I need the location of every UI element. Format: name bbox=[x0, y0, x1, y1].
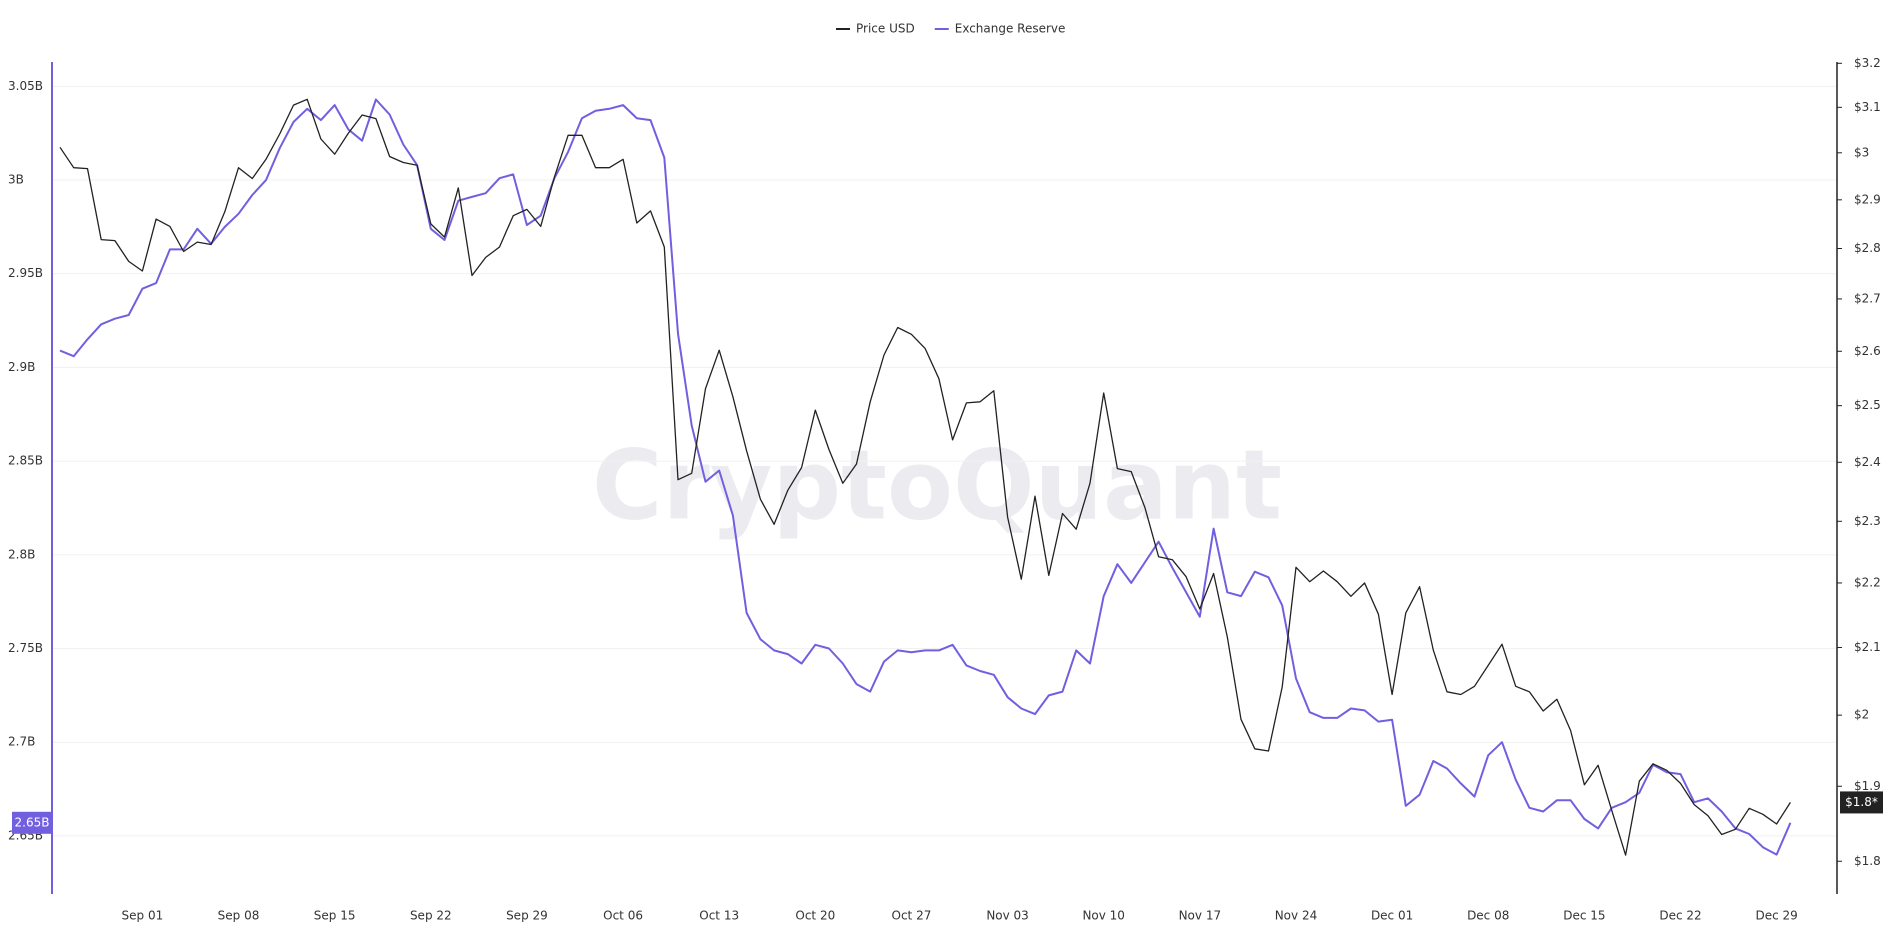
last-value-badge bbox=[12, 811, 52, 834]
y2-tick-label: $2 bbox=[1854, 708, 1869, 722]
y-tick-label: 2.85B bbox=[8, 454, 43, 468]
y2-tick-label: $3.1 bbox=[1854, 100, 1881, 114]
last-value-badge bbox=[1840, 791, 1883, 814]
x-tick-label: Oct 06 bbox=[603, 909, 643, 923]
x-tick-label: Nov 10 bbox=[1082, 909, 1125, 923]
y2-tick-label: $3 bbox=[1854, 145, 1869, 159]
y2-tick-label: $2.7 bbox=[1854, 291, 1881, 305]
x-tick-label: Oct 27 bbox=[892, 909, 932, 923]
y2-tick-label: $2.8 bbox=[1854, 241, 1881, 255]
series-line bbox=[59, 98, 1791, 856]
x-tick-label: Dec 22 bbox=[1659, 909, 1701, 923]
x-tick-label: Dec 08 bbox=[1467, 909, 1509, 923]
last-value-label: 2.65B bbox=[15, 815, 50, 829]
y-tick-label: 2.7B bbox=[8, 735, 35, 749]
y-tick-label: 3.05B bbox=[8, 79, 43, 93]
x-tick-label: Sep 15 bbox=[314, 909, 356, 923]
y2-tick-label: $2.2 bbox=[1854, 575, 1881, 589]
y2-tick-label: $1.9 bbox=[1854, 779, 1881, 793]
x-tick-label: Dec 01 bbox=[1371, 909, 1413, 923]
y2-tick-label: $2.6 bbox=[1854, 344, 1881, 358]
x-tick-label: Dec 15 bbox=[1563, 909, 1605, 923]
x-tick-label: Sep 22 bbox=[410, 909, 452, 923]
y2-tick-label: $2.5 bbox=[1854, 398, 1881, 412]
y-tick-label: 3B bbox=[8, 173, 24, 187]
y2-tick-label: $2.9 bbox=[1854, 192, 1881, 206]
y-tick-label: 2.9B bbox=[8, 360, 35, 374]
y-tick-label: 2.95B bbox=[8, 266, 43, 280]
legend-label: Price USD bbox=[856, 22, 915, 36]
y-tick-label: 2.75B bbox=[8, 641, 43, 655]
x-tick-label: Sep 08 bbox=[218, 909, 260, 923]
y-tick-label: 2.8B bbox=[8, 547, 35, 561]
x-tick-label: Nov 03 bbox=[986, 909, 1029, 923]
legend-label: Exchange Reserve bbox=[955, 22, 1066, 36]
y2-tick-label: $2.4 bbox=[1854, 455, 1881, 469]
series-line bbox=[59, 98, 1792, 856]
x-tick-label: Nov 17 bbox=[1179, 909, 1222, 923]
y2-tick-label: $3.2 bbox=[1854, 56, 1881, 70]
y2-tick-label: $1.8 bbox=[1854, 854, 1881, 868]
last-value-label: $1.8* bbox=[1845, 795, 1878, 809]
y2-tick-label: $2.3 bbox=[1854, 514, 1881, 528]
y2-tick-label: $2.1 bbox=[1854, 640, 1881, 654]
x-tick-label: Oct 20 bbox=[795, 909, 835, 923]
x-tick-label: Oct 13 bbox=[699, 909, 739, 923]
x-tick-label: Nov 24 bbox=[1275, 909, 1318, 923]
watermark: CryptoQuant bbox=[592, 429, 1282, 541]
x-tick-label: Sep 29 bbox=[506, 909, 548, 923]
x-tick-label: Sep 01 bbox=[122, 909, 164, 923]
x-tick-label: Dec 29 bbox=[1755, 909, 1797, 923]
